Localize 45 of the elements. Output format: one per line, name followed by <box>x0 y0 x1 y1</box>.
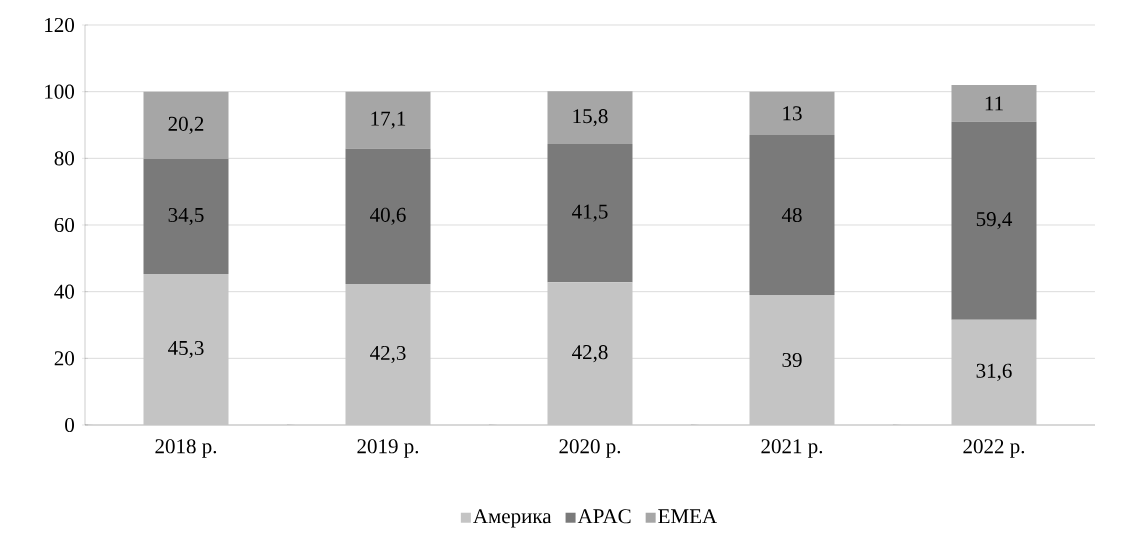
y-tick-label: 60 <box>54 217 75 233</box>
x-tick-label: 2018 р. <box>155 439 217 458</box>
data-label: 17,1 <box>371 111 406 129</box>
y-tick-label: 80 <box>54 151 75 166</box>
data-label: 59,4 <box>976 212 1013 230</box>
y-tick-label: 0 <box>65 417 75 433</box>
data-label: 40,6 <box>370 207 406 225</box>
data-label: 41,5 <box>572 204 608 222</box>
bar <box>951 85 1037 122</box>
y-tick-label: 120 <box>45 17 75 33</box>
data-label: 11 <box>985 96 1003 111</box>
bar <box>143 159 229 274</box>
x-tick-label: 2020 р. <box>559 439 621 458</box>
y-tick-label: 100 <box>45 84 75 99</box>
y-tick-label: 20 <box>54 351 75 366</box>
bar <box>547 282 633 425</box>
legend-label: EMEA <box>658 509 717 524</box>
x-tick-label: 2021 р. <box>761 439 823 458</box>
data-label: 13 <box>783 106 802 121</box>
bar <box>749 295 835 425</box>
bar <box>345 148 431 284</box>
data-label: 31,6 <box>976 363 1012 381</box>
bar <box>345 284 431 425</box>
x-tick-label: 2019 р. <box>357 439 419 458</box>
bar <box>547 91 633 144</box>
bar <box>749 135 835 295</box>
bar <box>749 91 835 135</box>
data-label: 34,5 <box>168 207 204 226</box>
data-label: 45,3 <box>168 340 204 359</box>
data-label: 15,8 <box>573 109 608 127</box>
bar <box>951 319 1037 425</box>
bar <box>143 91 229 159</box>
data-label: 39 <box>782 352 802 368</box>
bar <box>547 144 633 283</box>
bar <box>951 121 1037 320</box>
legend-label: APAC <box>577 509 631 524</box>
y-tick-label: 40 <box>54 284 75 299</box>
x-tick-label: 2022 р. <box>963 439 1025 458</box>
data-label: 20,2 <box>168 116 204 134</box>
data-label: 42,3 <box>370 345 406 364</box>
bar <box>143 274 229 425</box>
data-label: 48 <box>781 207 802 223</box>
legend-label: Америка <box>473 509 552 528</box>
bar <box>345 91 431 149</box>
data-label: 42,8 <box>572 345 608 363</box>
